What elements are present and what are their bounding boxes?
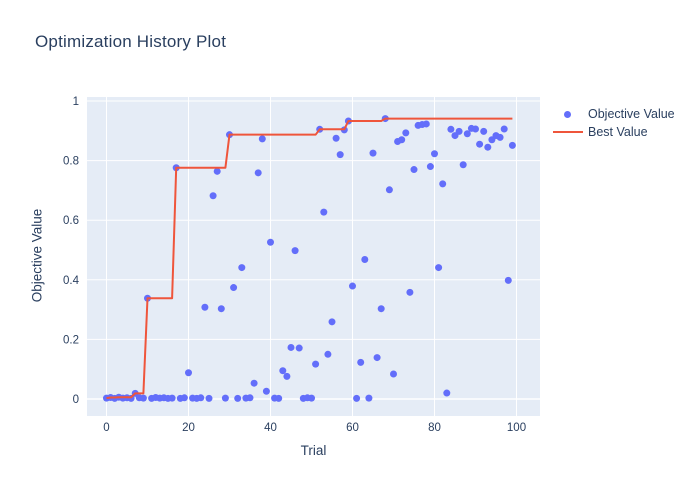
data-point[interactable]	[328, 318, 336, 326]
data-point[interactable]	[279, 367, 287, 375]
data-point[interactable]	[361, 256, 369, 264]
data-point[interactable]	[349, 282, 356, 290]
data-point[interactable]	[312, 360, 320, 368]
legend: Objective Value Best Value	[551, 105, 675, 141]
data-point[interactable]	[238, 264, 246, 272]
data-point[interactable]	[377, 305, 385, 313]
data-point[interactable]	[246, 394, 254, 402]
y-axis-title: Objective Value	[29, 208, 45, 303]
data-point[interactable]	[295, 344, 303, 352]
plot-area[interactable]	[87, 97, 540, 416]
y-tick-label: 1	[73, 96, 79, 108]
data-point[interactable]	[431, 150, 438, 158]
y-tick-label: 0.6	[63, 215, 79, 227]
data-point[interactable]	[357, 358, 365, 366]
data-point[interactable]	[398, 136, 406, 144]
data-point[interactable]	[250, 379, 258, 387]
data-point[interactable]	[336, 151, 344, 159]
y-tick-label: 0.2	[63, 334, 79, 346]
data-point[interactable]	[209, 192, 217, 200]
x-tick-label: 60	[346, 422, 359, 434]
data-point[interactable]	[447, 125, 455, 133]
data-point[interactable]	[168, 394, 176, 402]
x-tick-label: 80	[428, 422, 441, 434]
data-point[interactable]	[373, 354, 381, 362]
legend-item-objective-value[interactable]: Objective Value	[551, 105, 675, 123]
x-tick-label: 20	[182, 422, 195, 434]
data-point[interactable]	[230, 284, 238, 292]
data-point[interactable]	[254, 169, 262, 177]
data-point[interactable]	[496, 133, 504, 141]
data-point[interactable]	[390, 370, 397, 378]
chart-title: Optimization History Plot	[35, 32, 227, 51]
x-tick-label: 40	[264, 422, 277, 434]
data-point[interactable]	[476, 140, 484, 148]
legend-swatch	[551, 123, 585, 141]
data-point[interactable]	[258, 135, 266, 143]
legend-label-best-value: Best Value	[588, 125, 648, 139]
data-point[interactable]	[410, 166, 418, 174]
data-point[interactable]	[217, 305, 225, 313]
data-point[interactable]	[500, 125, 508, 133]
data-point[interactable]	[291, 247, 299, 255]
data-point[interactable]	[484, 143, 492, 151]
data-point[interactable]	[443, 389, 451, 397]
x-axis-title: Trial	[300, 443, 327, 458]
y-tick-label: 0	[73, 394, 79, 406]
legend-label-objective-value: Objective Value	[588, 107, 675, 121]
data-point[interactable]	[439, 180, 447, 188]
scatter-marker-icon	[564, 110, 571, 118]
data-point[interactable]	[459, 161, 467, 169]
line-marker-icon	[553, 131, 583, 133]
data-point[interactable]	[213, 167, 221, 175]
data-point[interactable]	[221, 394, 229, 402]
data-point[interactable]	[406, 288, 414, 296]
data-point[interactable]	[504, 276, 512, 284]
data-point[interactable]	[422, 120, 430, 128]
data-point[interactable]	[455, 127, 463, 135]
data-point[interactable]	[139, 394, 147, 402]
legend-swatch	[551, 105, 585, 123]
legend-item-best-value[interactable]: Best Value	[551, 123, 675, 141]
data-point[interactable]	[369, 149, 377, 157]
data-point[interactable]	[287, 343, 295, 351]
best-value-line[interactable]	[106, 117, 513, 400]
data-point[interactable]	[435, 264, 443, 272]
data-point[interactable]	[320, 208, 328, 216]
data-point[interactable]	[353, 394, 361, 402]
data-point[interactable]	[308, 394, 315, 402]
x-tick-label: 100	[507, 422, 526, 434]
data-point[interactable]	[324, 350, 332, 358]
data-point[interactable]	[262, 387, 270, 395]
data-point[interactable]	[275, 394, 283, 402]
data-point[interactable]	[267, 238, 274, 246]
y-tick-label: 0.4	[63, 275, 80, 287]
data-point[interactable]	[332, 134, 340, 142]
data-point[interactable]	[205, 394, 213, 402]
data-point[interactable]	[283, 372, 291, 380]
data-point[interactable]	[402, 129, 410, 137]
data-point[interactable]	[426, 163, 434, 171]
x-tick-label: 0	[103, 422, 109, 434]
data-point[interactable]	[463, 130, 471, 138]
data-point[interactable]	[197, 394, 205, 402]
data-point[interactable]	[385, 186, 393, 194]
data-point[interactable]	[234, 394, 242, 402]
data-point[interactable]	[180, 394, 188, 402]
data-point[interactable]	[201, 303, 209, 311]
y-tick-label: 0.8	[63, 156, 79, 168]
data-point[interactable]	[185, 369, 192, 377]
data-point[interactable]	[365, 394, 373, 402]
data-point[interactable]	[472, 125, 479, 133]
data-point[interactable]	[480, 127, 488, 135]
data-point[interactable]	[508, 141, 516, 149]
